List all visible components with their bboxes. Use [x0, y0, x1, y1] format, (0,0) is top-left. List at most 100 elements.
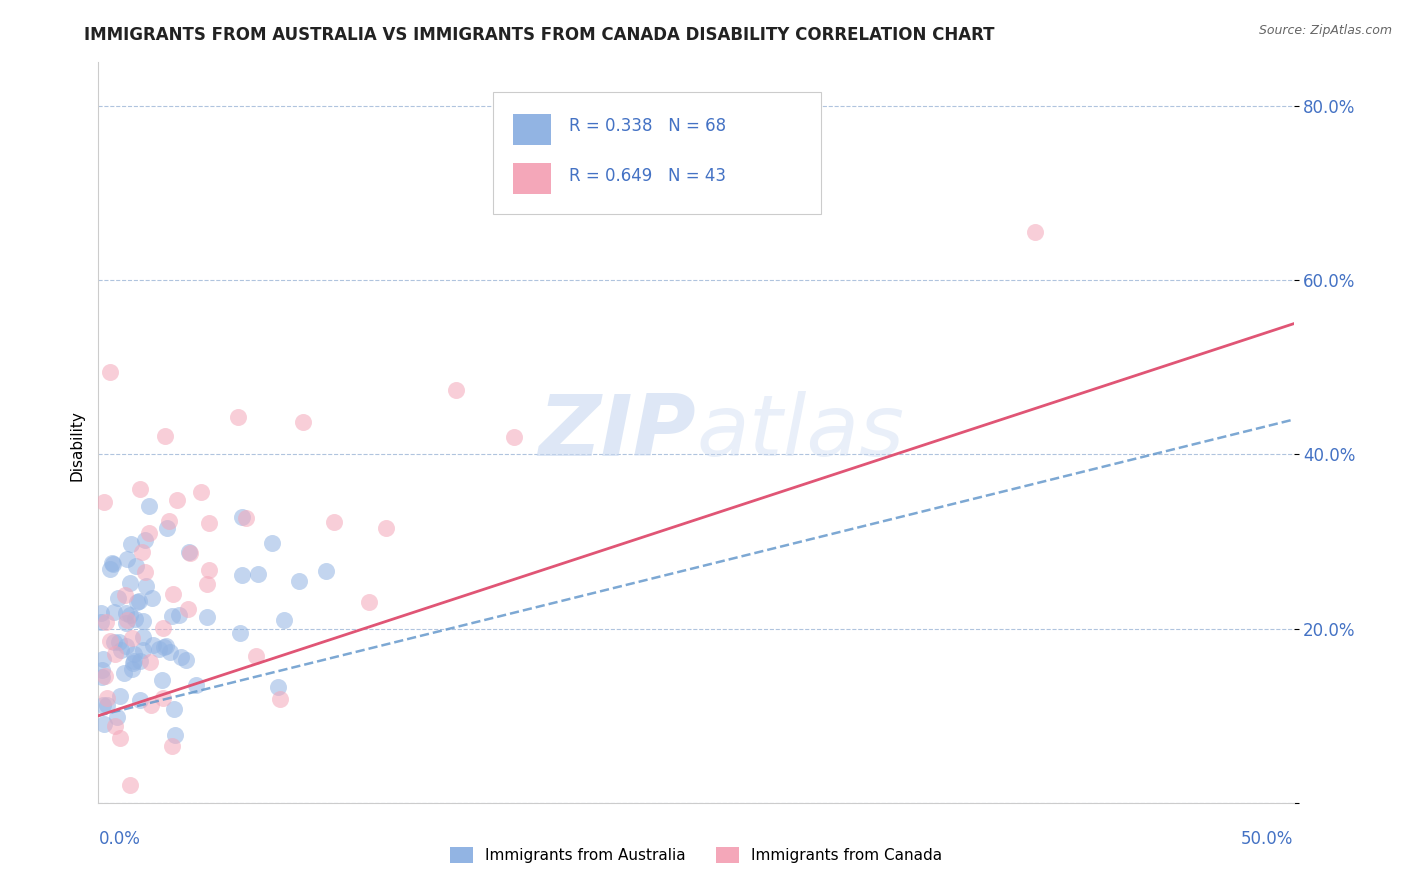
Point	[94, 669, 117, 683]
Point	[195, 577, 218, 591]
Point	[157, 514, 180, 528]
Point	[177, 602, 200, 616]
Point	[266, 680, 288, 694]
Point	[134, 533, 156, 547]
Point	[110, 689, 132, 703]
Point	[127, 594, 149, 608]
Point	[179, 546, 201, 560]
Point	[114, 665, 136, 680]
Point	[114, 588, 136, 602]
Point	[162, 609, 184, 624]
Point	[104, 648, 127, 662]
Point	[128, 594, 150, 608]
Point	[105, 710, 128, 724]
Point	[273, 613, 295, 627]
Point	[120, 778, 142, 792]
Point	[101, 556, 124, 570]
Point	[98, 562, 121, 576]
Point	[128, 482, 150, 496]
Text: IMMIGRANTS FROM AUSTRALIA VS IMMIGRANTS FROM CANADA DISABILITY CORRELATION CHART: IMMIGRANTS FROM AUSTRALIA VS IMMIGRANTS …	[84, 26, 995, 44]
Point	[90, 606, 112, 620]
Point	[132, 630, 155, 644]
Point	[245, 649, 267, 664]
Point	[235, 511, 257, 525]
Point	[153, 640, 176, 654]
Point	[131, 642, 153, 657]
Point	[93, 494, 115, 508]
Point	[165, 728, 187, 742]
Point	[120, 608, 142, 623]
Point	[167, 607, 190, 622]
Point	[177, 544, 200, 558]
Point	[228, 409, 250, 424]
Point	[184, 678, 207, 692]
Point	[91, 652, 114, 666]
Point	[129, 654, 152, 668]
Point	[359, 594, 381, 608]
Point	[287, 574, 309, 588]
Point	[174, 653, 197, 667]
Text: Source: ZipAtlas.com: Source: ZipAtlas.com	[1258, 24, 1392, 37]
Point	[198, 516, 221, 530]
Point	[91, 698, 114, 712]
Point	[107, 634, 129, 648]
Point	[269, 691, 291, 706]
Point	[1024, 226, 1046, 240]
Point	[323, 515, 346, 529]
Text: 0.0%: 0.0%	[98, 830, 141, 847]
Point	[90, 670, 112, 684]
Point	[159, 645, 181, 659]
Point	[114, 639, 136, 653]
Point	[152, 621, 174, 635]
Point	[124, 612, 146, 626]
Point	[121, 631, 143, 645]
Point	[124, 647, 146, 661]
Point	[162, 739, 184, 754]
Point	[115, 607, 138, 621]
Point	[107, 591, 129, 606]
Point	[110, 643, 132, 657]
Point	[142, 638, 165, 652]
Point	[138, 526, 160, 541]
Point	[115, 551, 138, 566]
Point	[103, 635, 125, 649]
Point	[446, 383, 468, 397]
Point	[375, 521, 398, 535]
Point	[156, 521, 179, 535]
Point	[190, 484, 212, 499]
Point	[96, 690, 118, 705]
Point	[90, 615, 112, 630]
Point	[125, 559, 148, 574]
Legend: Immigrants from Australia, Immigrants from Canada: Immigrants from Australia, Immigrants fr…	[443, 841, 949, 869]
Point	[120, 575, 142, 590]
Point	[91, 664, 114, 678]
Point	[229, 625, 252, 640]
Text: R = 0.338   N = 68: R = 0.338 N = 68	[569, 117, 727, 135]
Point	[135, 579, 157, 593]
Point	[162, 587, 184, 601]
Point	[138, 499, 160, 513]
Point	[98, 633, 121, 648]
Point	[163, 701, 186, 715]
Text: Disability: Disability	[70, 410, 84, 482]
Point	[315, 565, 337, 579]
Point	[110, 731, 132, 745]
Point	[104, 719, 127, 733]
Point	[93, 717, 115, 731]
Point	[260, 535, 283, 549]
Point	[101, 557, 124, 571]
Point	[155, 428, 177, 442]
Text: ZIP: ZIP	[538, 391, 696, 475]
Point	[247, 566, 270, 581]
Point	[131, 545, 153, 559]
Point	[98, 364, 121, 378]
Text: atlas: atlas	[696, 391, 904, 475]
Point	[121, 662, 143, 676]
Text: R = 0.649   N = 43: R = 0.649 N = 43	[569, 167, 727, 185]
Point	[141, 591, 163, 605]
Point	[148, 641, 170, 656]
Point	[139, 655, 162, 669]
FancyBboxPatch shape	[494, 92, 821, 214]
Point	[166, 493, 188, 508]
Text: 50.0%: 50.0%	[1241, 830, 1294, 847]
